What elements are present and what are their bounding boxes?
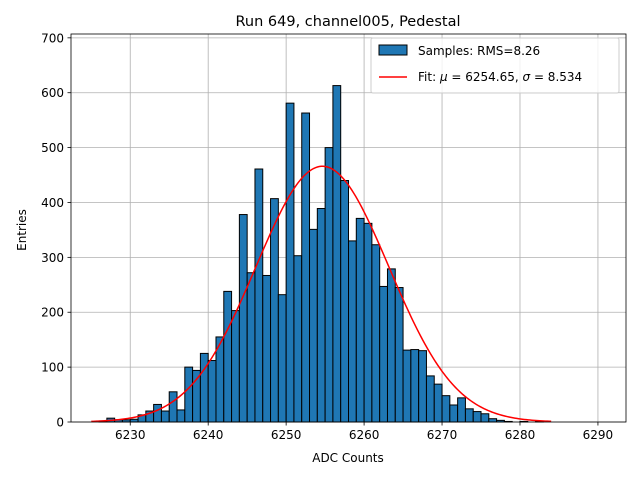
legend-histogram-label: Samples: RMS=8.26 xyxy=(418,44,540,58)
fit-curve xyxy=(91,165,552,423)
histogram-bar xyxy=(238,214,248,423)
histogram-bar xyxy=(457,397,466,423)
x-axis-label: ADC Counts xyxy=(312,451,384,465)
histogram-bar xyxy=(293,255,303,423)
histogram-bar xyxy=(464,408,474,423)
histogram-bar xyxy=(277,294,287,423)
histogram-bar xyxy=(231,310,240,423)
legend-fit-prefix: Fit: xyxy=(418,70,440,84)
y-axis-label: Entries xyxy=(15,209,29,251)
y-tick-label: 100 xyxy=(41,361,64,375)
histogram-bar xyxy=(301,112,311,423)
histogram-bar xyxy=(246,272,256,423)
histogram-bar xyxy=(129,418,139,423)
legend-histogram-swatch xyxy=(378,44,408,56)
histogram-bar xyxy=(262,274,272,423)
histogram-bar xyxy=(441,395,451,423)
histogram-bar xyxy=(348,240,357,423)
x-tick-label: 6290 xyxy=(583,428,614,442)
histogram-bar xyxy=(433,383,443,423)
y-tick-label: 700 xyxy=(41,31,64,45)
histogram-bar xyxy=(199,352,209,423)
histogram-bar xyxy=(449,404,459,423)
y-tick-label: 200 xyxy=(41,306,64,320)
histogram-bar xyxy=(160,410,170,423)
histogram-bar xyxy=(340,180,349,423)
histogram-bar xyxy=(480,413,490,423)
histogram-bar xyxy=(488,418,498,423)
histogram-bar xyxy=(324,147,334,423)
y-tick-label: 0 xyxy=(56,416,64,430)
y-tick-label: 300 xyxy=(41,251,64,265)
x-tick-label: 6270 xyxy=(427,428,458,442)
histogram-bar xyxy=(285,102,295,423)
histogram-bar xyxy=(207,360,217,423)
x-tick-label: 6250 xyxy=(271,428,302,442)
y-tick-label: 600 xyxy=(41,86,64,100)
x-tick-label: 6230 xyxy=(115,428,146,442)
histogram-bar xyxy=(386,268,396,423)
histogram-bar xyxy=(363,222,373,423)
histogram-bar xyxy=(254,168,264,423)
histogram-bar xyxy=(371,244,381,423)
histogram-bar xyxy=(425,375,435,423)
legend-frame xyxy=(370,37,620,94)
x-tick-label: 6280 xyxy=(505,428,536,442)
histogram-bar xyxy=(223,290,233,423)
histogram-bar xyxy=(410,349,420,423)
legend-sigma-symbol: σ xyxy=(523,70,531,84)
y-tick-label: 400 xyxy=(41,196,64,210)
histogram-bar xyxy=(355,217,365,423)
histogram-bar xyxy=(309,228,318,423)
histogram-bar xyxy=(153,403,162,423)
histogram-bar xyxy=(332,85,342,423)
x-tick-label: 6260 xyxy=(349,428,380,442)
axes: 6230 6240 6250 6260 6270 6280 6290 0 100 200 300 40… xyxy=(41,31,627,442)
histogram-bar xyxy=(176,409,186,423)
histogram-bar xyxy=(394,287,404,423)
histogram-bar xyxy=(472,411,482,423)
histogram-bar xyxy=(379,285,388,423)
plot-frame xyxy=(70,33,627,423)
chart-title: Run 649, channel005, Pedestal xyxy=(235,14,460,30)
y-tick-label: 500 xyxy=(41,141,64,155)
histogram-bar xyxy=(184,366,194,423)
x-tick-label: 6240 xyxy=(193,428,224,442)
legend-mu-value: = 6254.65, xyxy=(448,70,523,84)
histogram-bar xyxy=(402,349,412,423)
legend-fit-label: Fit: μ = 6254.65, σ = 8.534 xyxy=(418,70,582,84)
histogram-bar xyxy=(316,208,326,423)
legend-mu-symbol: μ xyxy=(439,70,448,84)
histogram-bar xyxy=(418,350,427,423)
legend: Samples: RMS=8.26 Fit: μ = 6254.65, σ = … xyxy=(370,37,620,94)
legend-sigma-value: = 8.534 xyxy=(530,70,582,84)
histogram-bar xyxy=(168,391,178,423)
